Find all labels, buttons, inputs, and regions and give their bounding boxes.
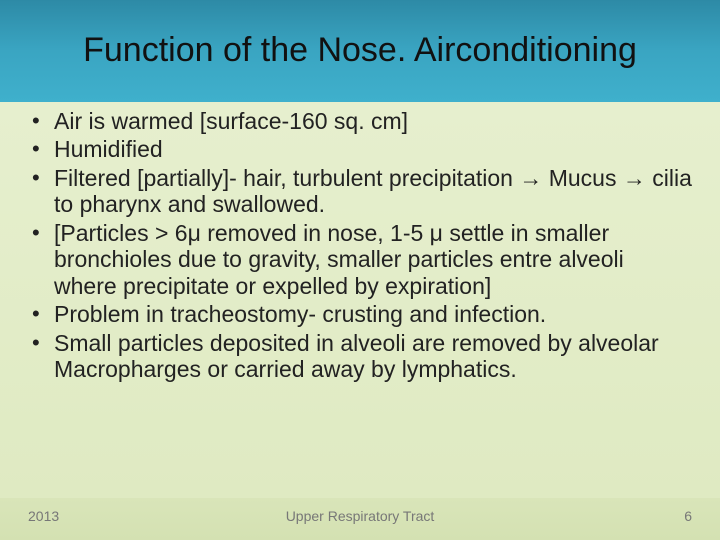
list-item: Humidified <box>28 136 692 162</box>
footer-year: 2013 <box>28 508 88 524</box>
slide-title: Function of the Nose. Airconditioning <box>83 32 637 69</box>
footer-page: 6 <box>632 508 692 524</box>
slide: Function of the Nose. Airconditioning Ai… <box>0 0 720 540</box>
footer: 2013 Upper Respiratory Tract 6 <box>0 498 720 540</box>
list-item: Filtered [partially]- hair, turbulent pr… <box>28 165 692 218</box>
list-item: Problem in tracheostomy- crusting and in… <box>28 301 692 327</box>
bullet-list: Air is warmed [surface-160 sq. cm] Humid… <box>28 108 692 382</box>
list-item: [Particles > 6μ removed in nose, 1-5 μ s… <box>28 220 692 299</box>
list-item: Small particles deposited in alveoli are… <box>28 330 692 383</box>
footer-center: Upper Respiratory Tract <box>88 508 632 524</box>
list-item: Air is warmed [surface-160 sq. cm] <box>28 108 692 134</box>
title-bar: Function of the Nose. Airconditioning <box>0 0 720 102</box>
content-area: Air is warmed [surface-160 sq. cm] Humid… <box>0 102 720 498</box>
